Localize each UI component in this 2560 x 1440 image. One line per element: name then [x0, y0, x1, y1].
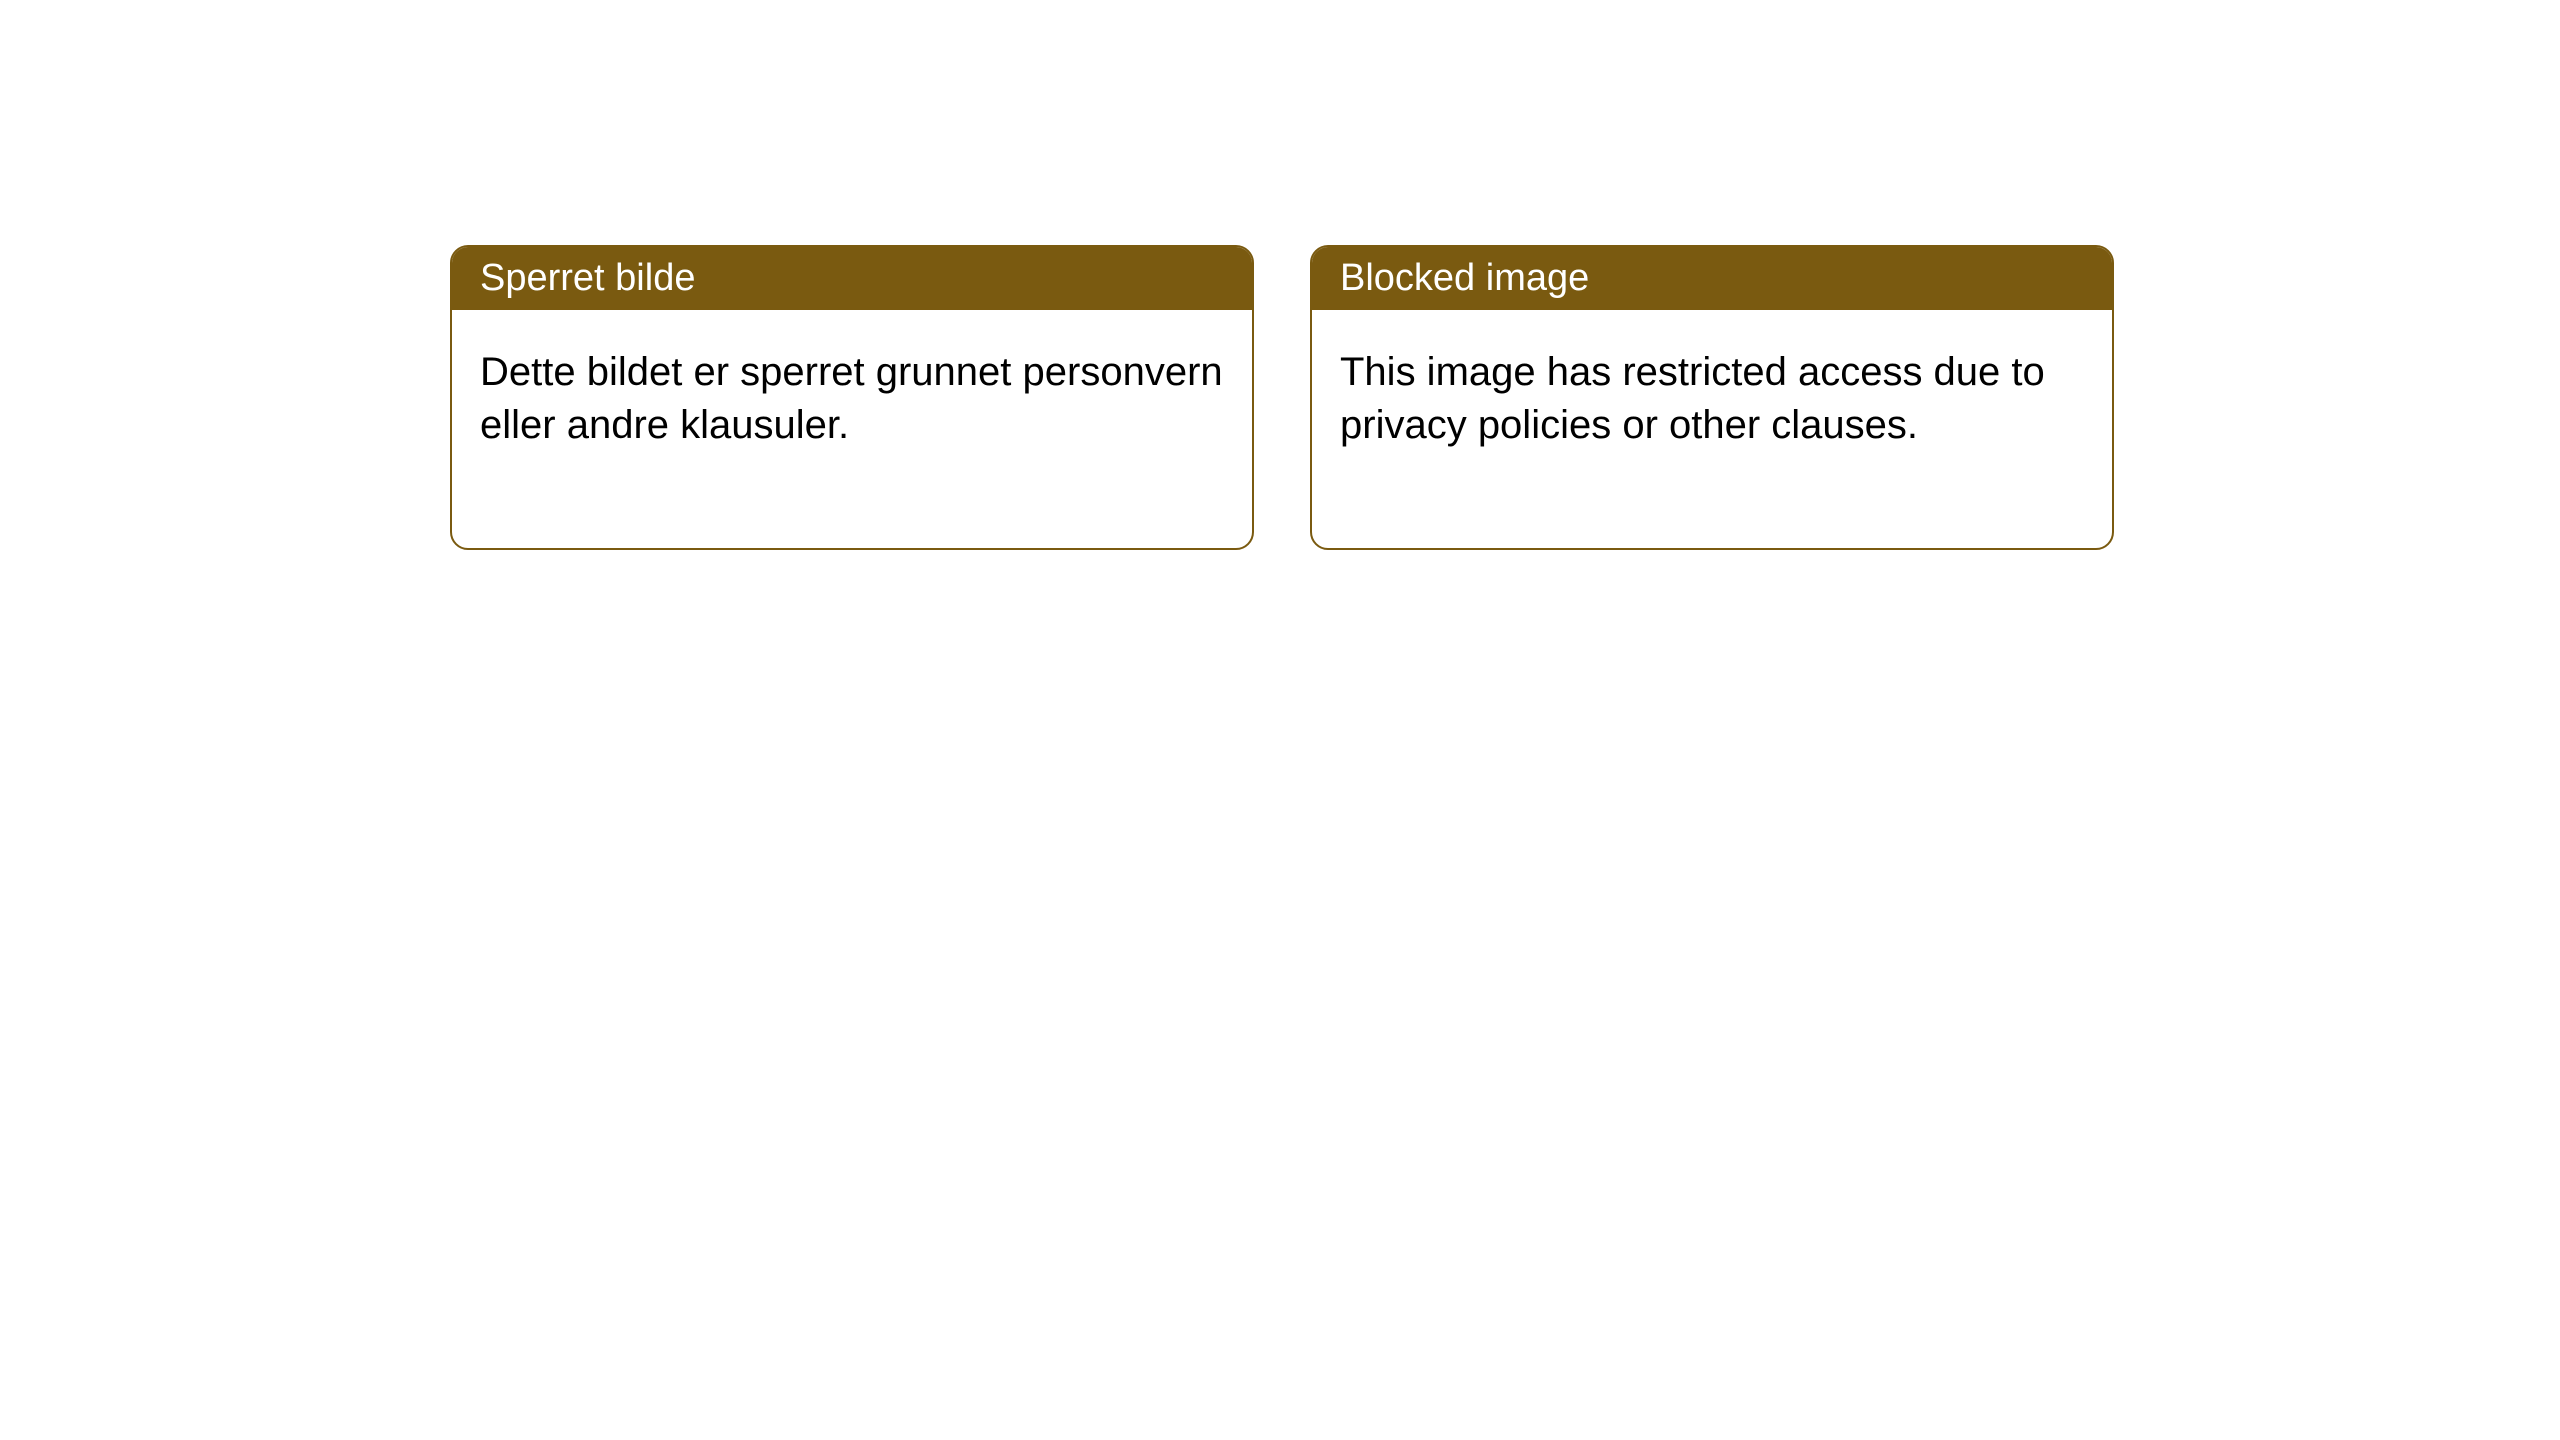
notice-title: Blocked image	[1312, 247, 2112, 310]
notice-card-norwegian: Sperret bilde Dette bildet er sperret gr…	[450, 245, 1254, 550]
notice-card-english: Blocked image This image has restricted …	[1310, 245, 2114, 550]
notice-container: Sperret bilde Dette bildet er sperret gr…	[0, 0, 2560, 550]
notice-body: This image has restricted access due to …	[1312, 310, 2112, 548]
notice-body: Dette bildet er sperret grunnet personve…	[452, 310, 1252, 548]
notice-title: Sperret bilde	[452, 247, 1252, 310]
